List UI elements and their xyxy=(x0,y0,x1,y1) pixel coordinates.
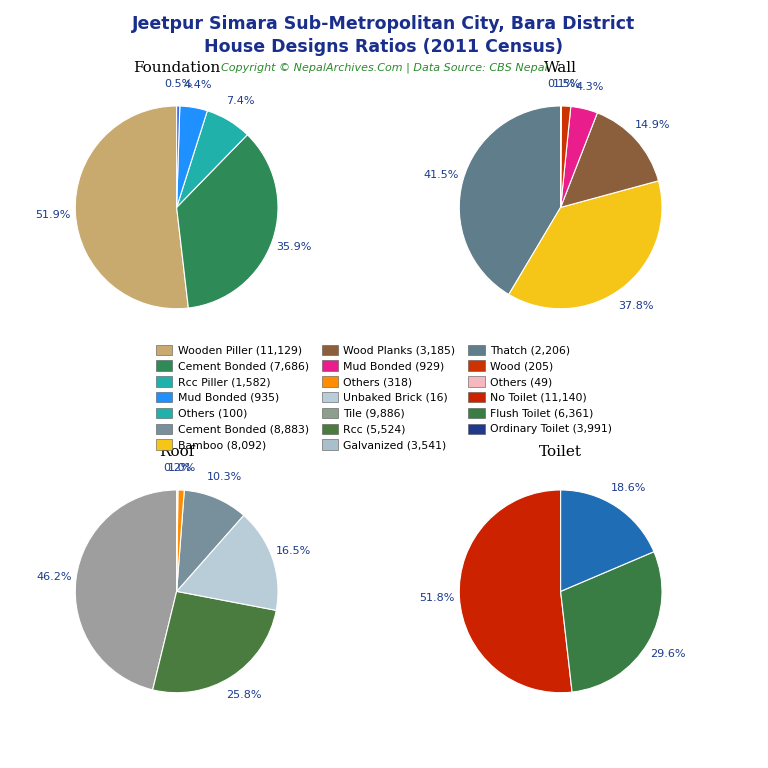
Text: 35.9%: 35.9% xyxy=(276,242,311,252)
Text: 16.5%: 16.5% xyxy=(276,546,311,556)
Text: 4.4%: 4.4% xyxy=(184,81,212,91)
Wedge shape xyxy=(153,591,276,693)
Text: 14.9%: 14.9% xyxy=(635,120,670,130)
Wedge shape xyxy=(177,515,278,611)
Wedge shape xyxy=(459,106,561,294)
Wedge shape xyxy=(561,113,658,207)
Wedge shape xyxy=(459,490,572,693)
Text: 46.2%: 46.2% xyxy=(36,571,71,581)
Wedge shape xyxy=(177,106,180,207)
Text: 25.8%: 25.8% xyxy=(226,690,261,700)
Title: Foundation: Foundation xyxy=(133,61,220,75)
Title: Toilet: Toilet xyxy=(539,445,582,459)
Title: Wall: Wall xyxy=(545,61,577,75)
Text: 18.6%: 18.6% xyxy=(611,483,647,493)
Text: 29.6%: 29.6% xyxy=(650,649,685,659)
Text: 0.1%: 0.1% xyxy=(547,78,575,88)
Wedge shape xyxy=(561,490,654,591)
Text: 37.8%: 37.8% xyxy=(617,301,654,311)
Text: Copyright © NepalArchives.Com | Data Source: CBS Nepal: Copyright © NepalArchives.Com | Data Sou… xyxy=(220,63,548,74)
Wedge shape xyxy=(509,180,662,309)
Text: 10.3%: 10.3% xyxy=(207,472,243,482)
Legend: Wooden Piller (11,129), Cement Bonded (7,686), Rcc Piller (1,582), Mud Bonded (9: Wooden Piller (11,129), Cement Bonded (7… xyxy=(153,342,615,453)
Text: 0.2%: 0.2% xyxy=(164,462,191,472)
Text: House Designs Ratios (2011 Census): House Designs Ratios (2011 Census) xyxy=(204,38,564,56)
Wedge shape xyxy=(561,106,571,207)
Wedge shape xyxy=(177,106,207,207)
Text: 0.5%: 0.5% xyxy=(164,78,193,88)
Wedge shape xyxy=(177,490,184,591)
Wedge shape xyxy=(75,490,177,690)
Text: 1.5%: 1.5% xyxy=(553,79,581,89)
Text: 51.8%: 51.8% xyxy=(419,594,455,604)
Wedge shape xyxy=(177,111,247,207)
Wedge shape xyxy=(177,490,243,591)
Title: Roof: Roof xyxy=(159,445,194,459)
Text: 4.3%: 4.3% xyxy=(575,82,604,92)
Wedge shape xyxy=(177,490,178,591)
Text: 51.9%: 51.9% xyxy=(35,210,71,220)
Wedge shape xyxy=(561,551,662,692)
Text: 41.5%: 41.5% xyxy=(424,170,459,180)
Wedge shape xyxy=(75,106,188,309)
Wedge shape xyxy=(177,134,278,308)
Wedge shape xyxy=(561,107,598,207)
Text: 7.4%: 7.4% xyxy=(226,96,254,106)
Text: Jeetpur Simara Sub-Metropolitan City, Bara District: Jeetpur Simara Sub-Metropolitan City, Ba… xyxy=(132,15,636,33)
Text: 1.0%: 1.0% xyxy=(168,463,196,473)
